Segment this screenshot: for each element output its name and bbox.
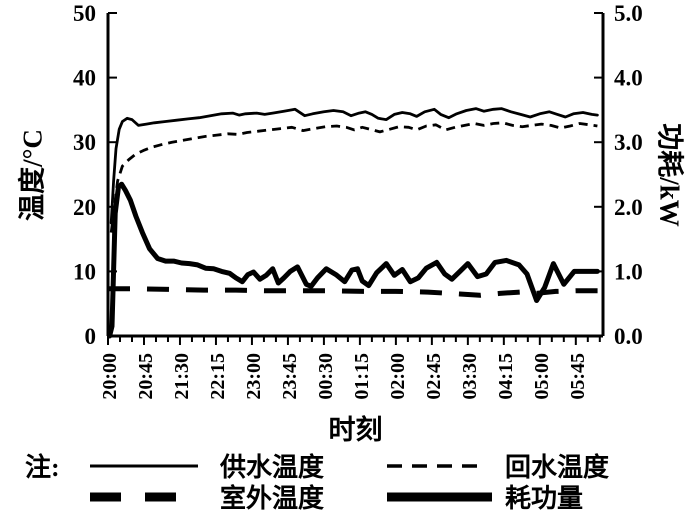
y-left-tick-label: 50 <box>73 1 96 26</box>
legend-line-outdoor <box>88 490 220 504</box>
x-tick-label: 02:45 <box>423 353 445 400</box>
x-tick-label: 05:45 <box>567 353 589 400</box>
x-tick-label: 20:00 <box>99 353 121 400</box>
legend-row-2: 室外温度 耗功量 <box>25 481 695 513</box>
x-tick-label: 03:30 <box>459 353 481 400</box>
series-thick-solid <box>107 181 600 339</box>
chart: 0 10 20 30 40 50 0.0 1.0 2.0 3.0 4.0 5.0 20:00 20:45 2… <box>17 1 685 445</box>
y-right-tick-label: 3.0 <box>614 130 643 155</box>
thin-dashed-line-sample <box>387 463 483 468</box>
y-right-tick-label: 4.0 <box>614 66 643 91</box>
x-tick-label: 22:15 <box>207 353 229 400</box>
legend-label-supply-temp: 供水温度 <box>220 453 325 482</box>
chart-canvas: 0 10 20 30 40 50 0.0 1.0 2.0 3.0 4.0 5.0 20:00 20:45 2… <box>73 1 643 400</box>
x-tick-label: 01:15 <box>351 353 373 400</box>
x-tick-label: 04:15 <box>495 353 517 400</box>
series-thin-solid <box>109 107 599 225</box>
legend: 注: 供水温度 回水温度 室外温度 耗功量 <box>25 450 695 513</box>
x-tick-label: 20:45 <box>135 353 157 400</box>
legend-label-return-temp: 回水温度 <box>505 453 610 482</box>
legend-line-return <box>385 459 505 473</box>
y-right-tick-label: 2.0 <box>614 195 643 220</box>
legend-line-power <box>385 490 505 504</box>
series-thick-dashed <box>108 286 600 298</box>
legend-label-power: 耗功量 <box>505 484 584 513</box>
x-axis-title: 时刻 <box>328 415 383 445</box>
thick-dashed-line-sample <box>90 492 178 501</box>
x-tick-label: 23:00 <box>243 353 265 400</box>
x-tick-label: 02:00 <box>387 353 409 400</box>
legend-label-outdoor-temp: 室外温度 <box>220 484 325 513</box>
y-left-tick-label: 10 <box>73 259 96 284</box>
legend-note: 注: <box>25 453 60 482</box>
x-tick-label: 00:30 <box>315 353 337 400</box>
y-left-tick-label: 30 <box>73 130 96 155</box>
y-right-tick-label: 1.0 <box>614 259 643 284</box>
series-thin-dashed <box>109 121 598 233</box>
thick-solid-line-sample <box>387 492 492 501</box>
x-tick-label: 05:00 <box>531 353 553 400</box>
y-left-tick-label: 40 <box>73 66 96 91</box>
x-tick-label: 21:30 <box>171 353 193 400</box>
x-tick-label: 23:45 <box>279 353 301 400</box>
y-axis-title-left: 温度/°C <box>17 129 48 221</box>
y-right-tick-label: 0.0 <box>614 324 643 349</box>
y-axis-title-right: 功耗/kW <box>654 123 685 227</box>
y-left-tick-label: 20 <box>73 195 96 220</box>
y-left-tick-label: 0 <box>85 324 97 349</box>
thin-solid-line-sample <box>90 464 198 467</box>
legend-row-1: 注: 供水温度 回水温度 <box>25 450 695 482</box>
legend-line-supply <box>88 459 220 473</box>
y-right-tick-label: 5.0 <box>614 1 643 26</box>
